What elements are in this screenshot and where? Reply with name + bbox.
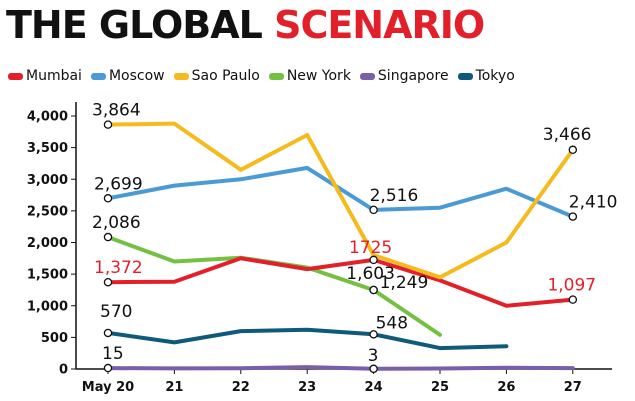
data-label-mumbai: 1725 — [349, 238, 392, 258]
data-label-mumbai: 1,372 — [94, 258, 143, 278]
y-tick-label: 2,500 — [27, 204, 68, 219]
data-label-new-york: 2,086 — [92, 213, 141, 233]
series-line-sao-paulo — [106, 121, 575, 280]
data-point-tokyo — [103, 328, 113, 338]
legend-item-mumbai: Mumbai — [8, 68, 82, 84]
legend-item-singapore: Singapore — [359, 68, 449, 84]
chart-title: THE GLOBAL SCENARIO — [6, 2, 485, 48]
title-part-2: SCENARIO — [274, 3, 485, 47]
y-tick-label: 3,000 — [27, 173, 68, 188]
data-label-moscow: 2,699 — [94, 174, 143, 194]
data-point-sao-paulo — [103, 120, 113, 129]
line-chart: 4,000 3,500 3,000 2,500 2,000 1,500 1,000 500 0M… — [27, 101, 618, 395]
data-label-new-york: 1,603 — [346, 264, 395, 284]
legend-swatch-moscow — [90, 72, 106, 80]
data-label-singapore: 15 — [102, 344, 124, 364]
data-point-sao-paulo — [568, 145, 578, 155]
legend-label-sao-paulo: Sao Paulo — [191, 68, 260, 84]
x-tick-label: May 20 — [82, 380, 134, 395]
data-point-mumbai — [103, 277, 113, 287]
y-tick-label: 500 — [41, 331, 68, 346]
legend-item-moscow: Moscow — [90, 68, 165, 84]
data-point-moscow — [103, 194, 113, 203]
y-tick-label: 1,000 — [27, 299, 68, 314]
legend-swatch-singapore — [359, 72, 375, 80]
legend-swatch-sao-paulo — [173, 72, 189, 80]
data-point-moscow — [568, 212, 578, 221]
data-point-mumbai — [369, 255, 378, 265]
data-label-tokyo: 570 — [100, 302, 132, 322]
x-tick-label: 22 — [232, 380, 250, 395]
legend-item-tokyo: Tokyo — [457, 68, 515, 84]
series-line-mumbai — [106, 256, 575, 308]
legend-label-new-york: New York — [286, 68, 351, 84]
title-part-1: THE GLOBAL — [6, 3, 263, 47]
legend-label-singapore: Singapore — [377, 68, 449, 84]
y-tick-label: 3,500 — [27, 141, 68, 156]
y-tick-label: 1,500 — [27, 268, 68, 283]
legend-label-mumbai: Mumbai — [26, 68, 82, 84]
data-point-moscow — [369, 205, 378, 215]
data-point-tokyo — [369, 330, 378, 339]
x-tick-label: 26 — [497, 380, 515, 395]
data-point-mumbai — [568, 295, 578, 304]
x-tick-label: 23 — [298, 380, 316, 395]
x-tick-label: 24 — [365, 380, 383, 395]
data-point-new-york — [103, 232, 113, 242]
data-label-sao-paulo: 3,466 — [543, 125, 592, 145]
legend-item-sao-paulo: Sao Paulo — [173, 68, 260, 84]
legend-label-moscow: Moscow — [108, 68, 165, 84]
data-label-sao-paulo: 3,864 — [92, 101, 141, 121]
y-tick-label: 2,000 — [27, 236, 68, 251]
x-tick-label: 27 — [564, 380, 582, 395]
legend-swatch-mumbai — [8, 72, 23, 80]
data-label-singapore: 3 — [368, 346, 379, 366]
data-point-singapore — [103, 363, 113, 373]
series-line-moscow — [106, 165, 575, 219]
x-tick-label: 21 — [165, 380, 183, 395]
x-tick-label: 25 — [431, 380, 449, 395]
legend-swatch-new-york — [268, 72, 284, 80]
y-tick-label: 4,000 — [27, 110, 68, 125]
y-tick-label: 0 — [59, 363, 68, 378]
legend-swatch-tokyo — [457, 72, 473, 80]
series-line-singapore — [106, 365, 575, 371]
data-point-new-york — [369, 285, 378, 295]
data-label-new-york: 1,249 — [380, 273, 429, 293]
data-point-singapore — [369, 364, 378, 374]
legend-label-tokyo: Tokyo — [475, 68, 515, 84]
legend: Mumbai Moscow Sao Paulo New York Singapore To… — [8, 66, 634, 86]
data-label-moscow: 2,410 — [569, 193, 618, 213]
series-line-tokyo — [106, 327, 509, 351]
data-label-moscow: 2,516 — [370, 186, 419, 206]
legend-item-new-york: New York — [268, 68, 351, 84]
data-label-mumbai: 1,097 — [547, 276, 596, 296]
data-label-tokyo: 548 — [376, 313, 408, 333]
